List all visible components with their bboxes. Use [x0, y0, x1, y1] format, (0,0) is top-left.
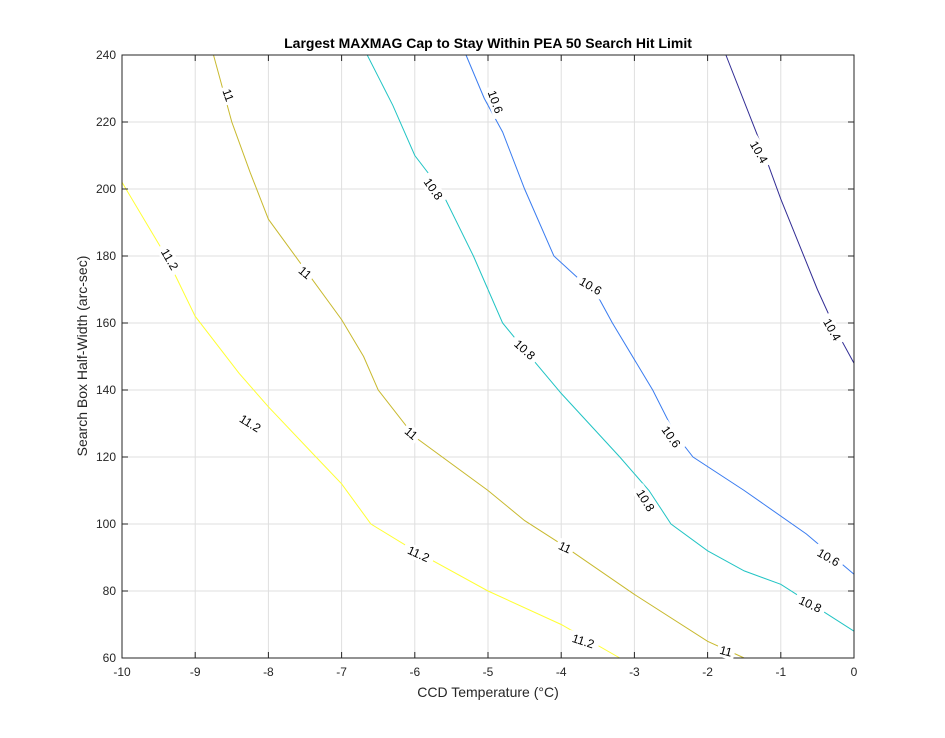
x-tick-label: -10 — [113, 665, 131, 679]
contour-label: 11.2 — [570, 631, 596, 651]
contour-label-background — [218, 84, 238, 107]
contour-line-10-8 — [366, 54, 855, 632]
y-tick-label: 220 — [96, 115, 116, 129]
contour-label-background — [630, 483, 660, 518]
x-tick-label: -9 — [190, 665, 201, 679]
y-tick-label: 160 — [96, 316, 116, 330]
contour-label-background — [573, 272, 608, 301]
chart-title: Largest MAXMAG Cap to Stay Within PEA 50… — [284, 35, 692, 51]
x-tick-label: 0 — [851, 665, 858, 679]
contour-label: 11 — [219, 87, 237, 104]
y-tick-label: 60 — [103, 651, 117, 665]
x-tick-label: -2 — [702, 665, 713, 679]
contour-label-background — [155, 242, 184, 277]
contour-label-group: 11 — [553, 537, 577, 558]
contour-label: 11 — [718, 643, 734, 660]
contour-line-10-6 — [465, 54, 855, 575]
x-tick-label: -1 — [775, 665, 786, 679]
contour-label-group: 11 — [715, 642, 737, 661]
contour-label-background — [553, 537, 577, 558]
contour-label-group: 11.2 — [565, 629, 601, 653]
x-tick-label: -3 — [629, 665, 640, 679]
contour-label-group: 11 — [399, 422, 423, 445]
contour-lines — [121, 54, 855, 659]
plot-area: -10 -9 -8 -7 -6 -5 -4 -3 -2 -1 0608010012014016018… — [96, 48, 858, 679]
contour-label-background — [483, 84, 508, 120]
ticks: -10 -9 -8 -7 -6 -5 -4 -3 -2 -1 0608010012014016018… — [96, 48, 858, 679]
x-tick-label: -5 — [483, 665, 494, 679]
contour-labels: 11.211.211.211.2111111111110.810.810.810… — [155, 84, 847, 661]
contour-label-group: 11 — [218, 84, 238, 107]
contour-label-background — [565, 629, 601, 653]
y-tick-label: 80 — [103, 584, 117, 598]
contour-label-background — [744, 134, 773, 170]
contour-label-background — [293, 261, 317, 284]
contour-label-group: 10.8 — [508, 333, 542, 366]
x-tick-label: -7 — [336, 665, 347, 679]
x-tick-label: -6 — [409, 665, 420, 679]
contour-label-group: 11 — [293, 261, 317, 284]
contour-label-background — [817, 312, 847, 348]
y-tick-label: 120 — [96, 450, 116, 464]
contour-label-background — [232, 409, 268, 438]
contour-label-background — [715, 642, 737, 661]
contour-label-background — [792, 591, 828, 618]
y-tick-label: 180 — [96, 249, 116, 263]
y-axis-title: Search Box Half-Width (arc-sec) — [74, 256, 90, 457]
contour-label-background — [508, 333, 542, 366]
y-tick-label: 240 — [96, 48, 116, 62]
contour-label-background — [656, 419, 686, 455]
contour-line-11 — [213, 54, 745, 659]
x-axis-title: CCD Temperature (°C) — [417, 684, 558, 700]
contour-label-background — [399, 422, 423, 445]
x-tick-label: -8 — [263, 665, 274, 679]
contour-label-background — [418, 171, 449, 207]
y-tick-label: 200 — [96, 182, 116, 196]
y-tick-label: 100 — [96, 517, 116, 531]
contour-label-background — [811, 543, 846, 572]
y-tick-label: 140 — [96, 383, 116, 397]
contour-line-11-2 — [121, 182, 621, 659]
contour-label-background — [401, 541, 436, 568]
x-tick-label: -4 — [556, 665, 567, 679]
contour-label: 11 — [556, 539, 574, 557]
